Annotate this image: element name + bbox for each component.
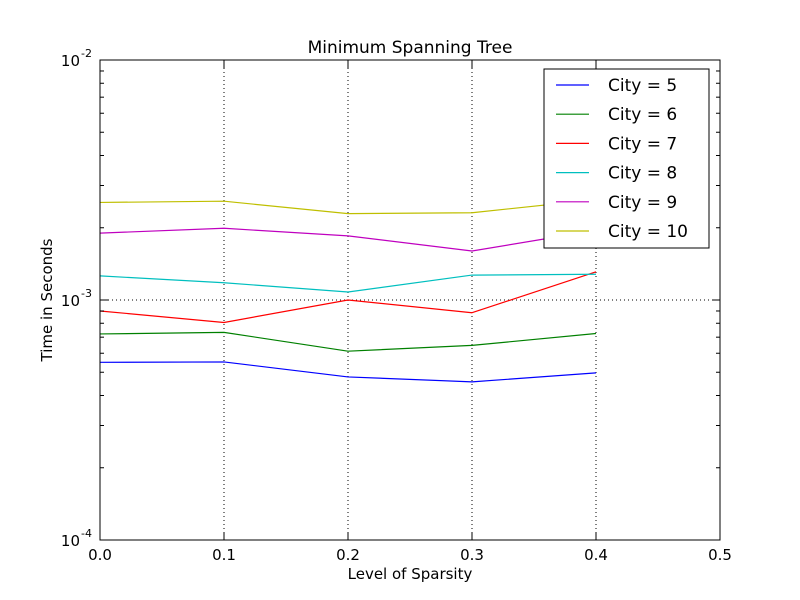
y-tick-label-base: 10 [61, 292, 80, 310]
y-tick-label-exponent: -2 [81, 47, 92, 60]
tick-labels: 0.0 0.1 0.2 0.3 0.4 0.510-410-310-2 [61, 47, 732, 564]
series-line-6 [99, 199, 597, 215]
legend-label: City = 9 [608, 193, 677, 213]
x-tick-label: 0.5 [708, 546, 732, 564]
legend-label: City = 6 [608, 105, 677, 125]
legend-label: City = 7 [608, 134, 677, 154]
legend: City = 5 City = 6 City = 7 City = 8 City = 9… [543, 68, 710, 249]
x-tick-label: 0.0 [88, 546, 112, 564]
axis-ticks [99, 59, 721, 541]
y-axis-label: Time in Seconds [38, 238, 56, 362]
y-tick-label-exponent: -3 [81, 287, 92, 300]
x-tick-label: 0.2 [336, 546, 360, 564]
legend-label: City = 10 [608, 222, 688, 242]
chart-title: Minimum Spanning Tree [308, 38, 513, 58]
legend-label: City = 8 [608, 164, 677, 184]
series-line-3 [99, 271, 597, 324]
x-tick-label: 0.1 [212, 546, 236, 564]
legend-label: City = 5 [608, 76, 677, 96]
series-line-2 [99, 331, 597, 352]
x-tick-label: 0.4 [584, 546, 608, 564]
y-tick-label-base: 10 [61, 532, 80, 550]
series-lines [99, 199, 597, 383]
series-line-4 [99, 273, 597, 293]
series-line-5 [99, 227, 597, 252]
y-tick-label-exponent: -4 [81, 527, 92, 540]
legend-box [543, 68, 710, 249]
y-tick-label-base: 10 [61, 52, 80, 70]
series-line-1 [99, 361, 597, 383]
x-axis-label: Level of Sparsity [348, 565, 473, 583]
x-tick-label: 0.3 [460, 546, 484, 564]
